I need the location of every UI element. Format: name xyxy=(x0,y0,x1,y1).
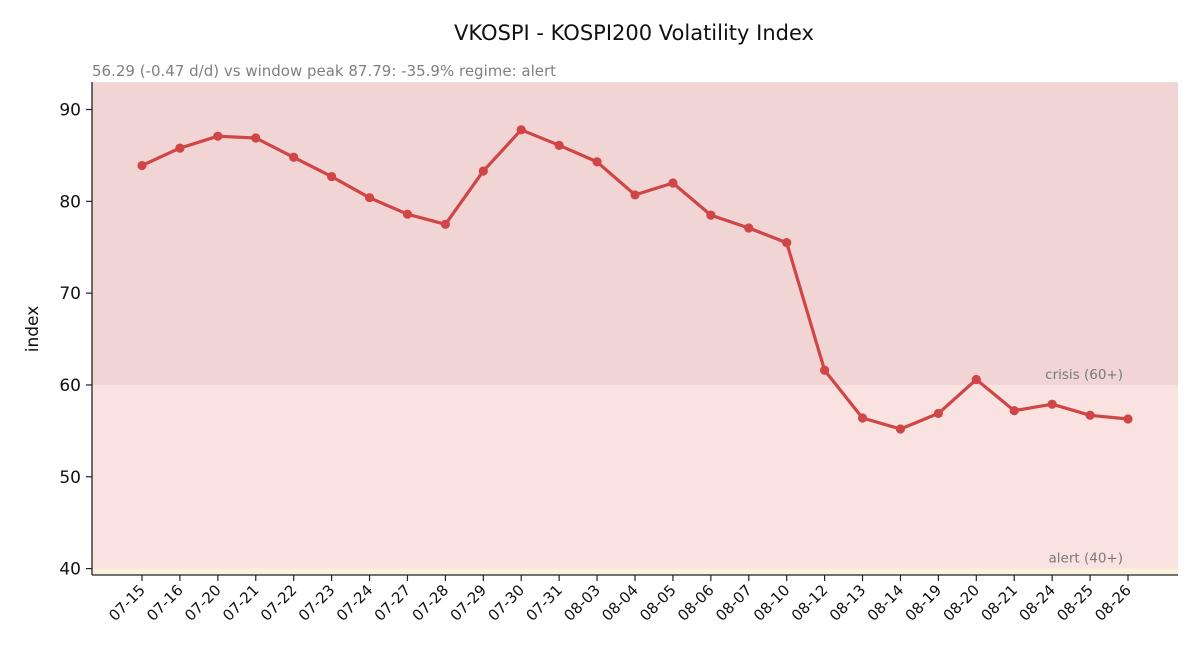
y-axis-label: index xyxy=(23,306,43,353)
y-tick-label: 60 xyxy=(59,376,81,396)
x-tick-label: 08-13 xyxy=(826,581,870,625)
x-tick-label: 08-24 xyxy=(1015,581,1059,625)
data-point xyxy=(706,210,716,220)
data-point xyxy=(1047,399,1057,409)
x-tick-label: 07-15 xyxy=(105,581,149,625)
y-tick-label: 80 xyxy=(59,192,81,212)
y-tick-label: 40 xyxy=(59,560,81,580)
x-tick-label: 08-07 xyxy=(712,581,756,625)
regime-band-label-0: crisis (60+) xyxy=(1045,367,1123,383)
data-point xyxy=(971,374,981,385)
x-tick-label: 07-22 xyxy=(257,581,301,625)
data-point xyxy=(744,223,754,233)
y-tick-label: 90 xyxy=(59,101,81,121)
data-point xyxy=(592,157,602,167)
x-tick-label: 08-25 xyxy=(1053,581,1097,625)
x-tick-label: 07-31 xyxy=(522,581,566,625)
series-layer xyxy=(137,125,1133,434)
data-point xyxy=(364,193,375,203)
x-tick-label: 07-24 xyxy=(333,581,377,625)
data-point xyxy=(857,413,868,423)
chart-subtitle: 56.29 (-0.47 d/d) vs window peak 87.79: … xyxy=(92,62,556,80)
x-tick-label: 08-26 xyxy=(1091,581,1135,625)
x-tick-label: 08-12 xyxy=(788,581,832,625)
data-point xyxy=(516,125,526,135)
x-tick-label: 08-19 xyxy=(902,581,946,625)
x-tick-label: 07-20 xyxy=(181,581,225,625)
x-tick-label: 08-21 xyxy=(978,581,1022,625)
data-point xyxy=(478,166,488,176)
data-point xyxy=(289,152,299,162)
x-tick-label: 07-29 xyxy=(447,581,491,625)
x-tick-label: 08-04 xyxy=(598,581,642,625)
x-tick-label: 07-30 xyxy=(485,581,529,625)
data-point xyxy=(554,140,564,150)
data-point xyxy=(1123,414,1133,424)
x-tick-label: 08-06 xyxy=(674,581,718,625)
data-point xyxy=(327,171,337,182)
x-tick-label: 07-21 xyxy=(219,581,263,625)
x-tick-label: 07-27 xyxy=(371,581,415,625)
x-tick-label: 07-23 xyxy=(295,581,339,625)
data-point xyxy=(440,219,450,229)
regime-band-label-1: alert (40+) xyxy=(1049,551,1124,567)
x-tick-label: 08-03 xyxy=(560,581,604,625)
regime-bands xyxy=(92,82,1178,575)
x-tick-label: 08-20 xyxy=(940,581,984,625)
x-tick-label: 08-10 xyxy=(750,581,794,625)
data-point xyxy=(175,143,185,153)
data-point xyxy=(213,131,223,141)
regime-band-2 xyxy=(92,568,1178,575)
y-tick-label: 70 xyxy=(59,284,81,304)
x-tick-label: 07-28 xyxy=(409,581,453,625)
x-axis-ticks: 07-1507-1607-2007-2107-2207-2307-2407-27… xyxy=(105,575,1135,625)
data-point xyxy=(251,133,261,143)
data-point xyxy=(668,178,678,188)
x-tick-label: 08-14 xyxy=(864,581,908,625)
data-point xyxy=(782,238,792,248)
data-point xyxy=(630,190,640,200)
regime-band-1 xyxy=(92,384,1178,569)
data-point xyxy=(933,408,943,419)
data-point xyxy=(402,209,413,219)
y-axis-ticks: 40 50 60 70 80 90 xyxy=(59,101,92,580)
data-point xyxy=(820,365,830,375)
regime-band-0 xyxy=(92,82,1178,385)
regime-band-labels: crisis (60+) alert (40+) xyxy=(1045,367,1123,567)
data-point xyxy=(895,424,906,434)
y-tick-label: 50 xyxy=(59,468,81,488)
data-point xyxy=(137,160,147,171)
x-tick-label: 07-16 xyxy=(143,581,187,625)
data-point xyxy=(1085,410,1095,420)
x-tick-label: 08-05 xyxy=(636,581,680,625)
chart-title: VKOSPI - KOSPI200 Volatility Index xyxy=(454,21,814,45)
data-point xyxy=(1009,406,1019,416)
